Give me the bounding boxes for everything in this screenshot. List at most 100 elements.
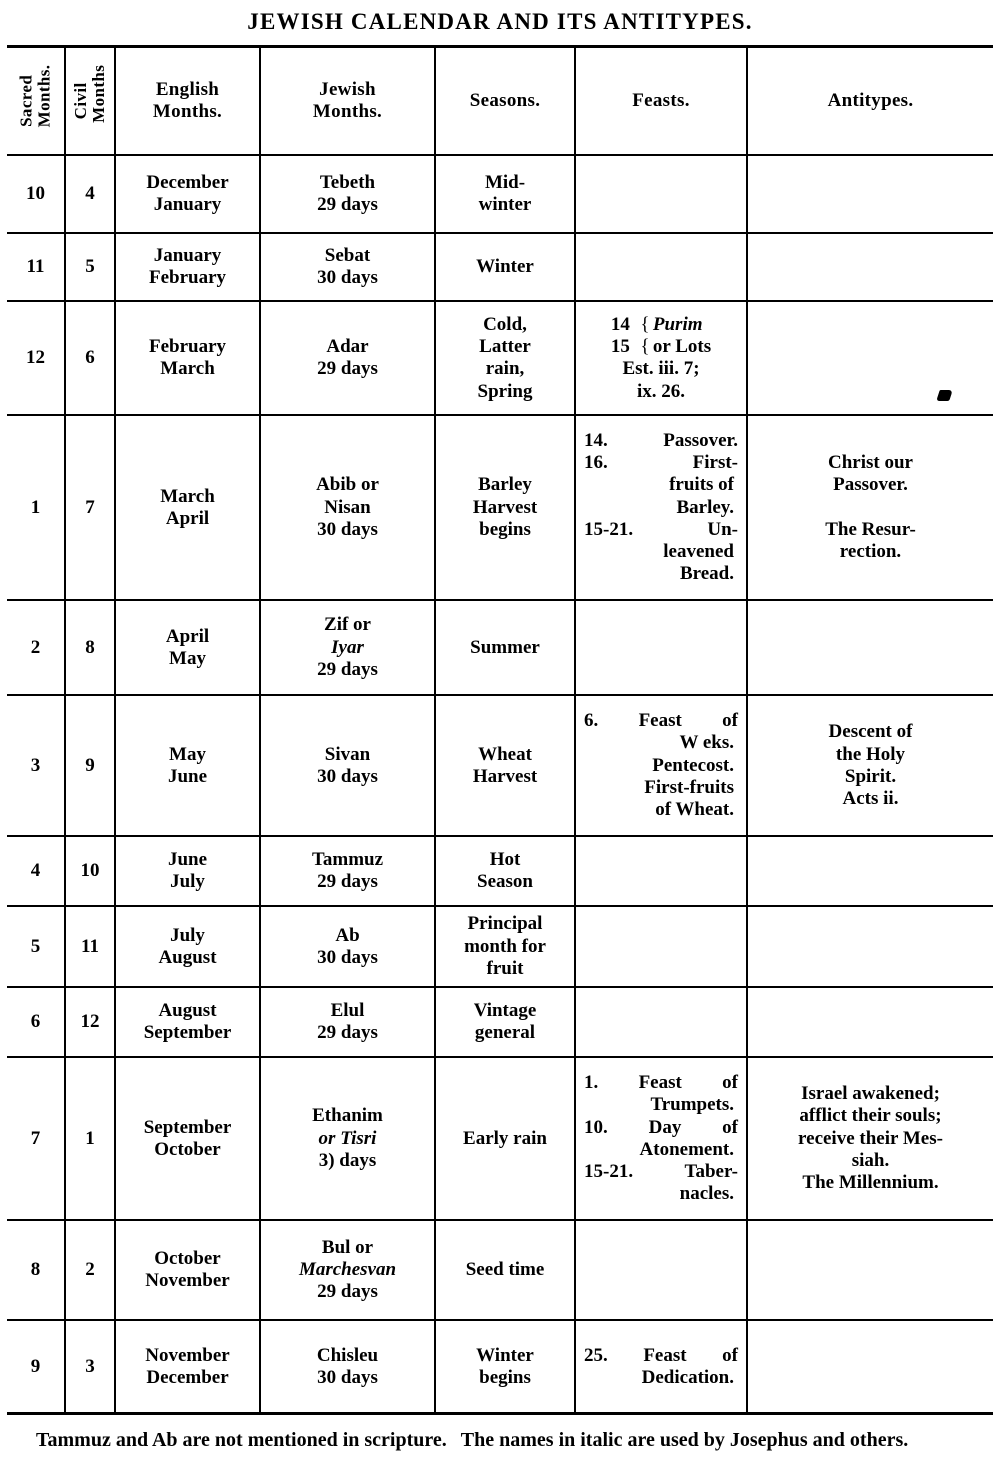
table-row: 7 1 September October Ethanim or Tisri 3) days…: [7, 1056, 993, 1222]
cell-line: Zif or: [324, 614, 371, 636]
feast-line: Atonement.: [639, 1138, 734, 1160]
table-row: 6 12 August September Elul 29 days Vintage gene…: [7, 986, 993, 1059]
column-header-jewish-months: Jewish Months.: [259, 46, 436, 157]
cell-line: Tebeth: [319, 172, 376, 194]
antitype-line: afflict their souls;: [799, 1105, 942, 1127]
cell-line: September: [143, 1116, 232, 1138]
cell-line: January: [153, 194, 222, 216]
cell-line: Season: [477, 871, 533, 893]
antitype-line: receive their Mes-: [798, 1127, 943, 1149]
cell-line: rain,: [485, 358, 525, 380]
cell-line: Seed time: [465, 1259, 545, 1281]
sacred-month-number: 12: [7, 300, 66, 417]
footnote-sentence-1: Tammuz and Ab are not mentioned in scrip…: [36, 1429, 447, 1452]
cell-line: general: [474, 1022, 536, 1044]
cell-line: November: [145, 1344, 230, 1366]
english-months-cell: October November: [114, 1219, 261, 1322]
english-months-cell: November December: [114, 1319, 261, 1415]
cell-line: April: [165, 625, 210, 647]
cell-line: Harvest: [472, 496, 538, 518]
cell-line: Elul: [330, 1000, 365, 1022]
feast-line: 15-21. Un-: [584, 518, 738, 540]
sacred-month-number: 6: [7, 986, 66, 1059]
season-cell: Principal month for fruit: [434, 905, 576, 989]
feast-line: W eks.: [679, 732, 734, 754]
season-cell: Early rain: [434, 1056, 576, 1222]
antitype-cell: [746, 599, 993, 697]
antitype-line: Spirit.: [844, 765, 897, 787]
cell-line: Bul or: [321, 1236, 374, 1258]
cell-line: July: [170, 924, 205, 946]
cell-line: Ab: [335, 924, 360, 946]
feast-reference-line: ix. 26.: [636, 380, 686, 402]
antitype-cell: [746, 835, 993, 908]
sacred-month-number: 10: [7, 154, 66, 235]
antitype-cell: [746, 232, 993, 303]
feast-line: 10. Day of: [584, 1116, 738, 1138]
jewish-month-cell: Ethanim or Tisri 3) days: [259, 1056, 436, 1222]
cell-line: Early rain: [463, 1127, 547, 1149]
civil-month-number: 4: [64, 154, 116, 235]
cell-line: 30 days: [317, 946, 378, 968]
feast-line: 14. Passover.: [584, 430, 738, 452]
feasts-cell: [574, 1219, 748, 1322]
feast-line: 6. Feast of: [584, 710, 738, 732]
feast-line: Dedication.: [641, 1366, 734, 1388]
cell-line: Winter: [476, 1344, 534, 1366]
feast-line: Barley.: [676, 496, 734, 518]
feast-line: Trumpets.: [650, 1094, 734, 1116]
column-header-antitypes: Antitypes.: [746, 46, 993, 157]
cell-line: Sivan: [324, 743, 371, 765]
jewish-calendar-table: Sacred Months. Civil Months English Mont…: [7, 45, 993, 1416]
cell-line: Marchesvan: [298, 1259, 397, 1281]
antitype-cell: [746, 1219, 993, 1322]
cell-line: 29 days: [317, 871, 378, 893]
cell-line: 29 days: [317, 1281, 378, 1303]
antitype-cell: [746, 300, 993, 417]
column-header-seasons: Seasons.: [434, 46, 576, 157]
season-cell: Wheat Harvest: [434, 694, 576, 838]
feasts-cell: 1. Feast of Trumpets. 10. Day of Atonement.…: [574, 1056, 748, 1222]
cell-line: or Tisri: [318, 1127, 377, 1149]
column-header-civil-months: Civil Months: [64, 46, 116, 157]
english-months-cell: December January: [114, 154, 261, 235]
table-row: 12 6 February March Adar 29 days Cold, Latter ra…: [7, 300, 993, 417]
season-cell: Mid-winter: [434, 154, 576, 235]
civil-month-number: 5: [64, 232, 116, 303]
cell-line: 3) days: [318, 1149, 377, 1171]
table-row: 8 2 October November Bul or Marchesvan 29 days…: [7, 1219, 993, 1322]
feasts-cell: [574, 232, 748, 303]
sacred-months-label-line2: Months.: [34, 65, 54, 128]
season-cell: Summer: [434, 599, 576, 697]
antitype-line: [750, 497, 991, 519]
antitype-line: The Resur-: [825, 518, 916, 540]
table-row: 5 11 July August Ab 30 days Principal month for…: [7, 905, 993, 989]
english-months-label-line1: English: [155, 79, 220, 101]
jewish-month-cell: Elul 29 days: [259, 986, 436, 1059]
season-cell: Winter: [434, 232, 576, 303]
cell-line: fruit: [486, 957, 524, 979]
antitype-cell: [746, 154, 993, 235]
column-header-english-months: English Months.: [114, 46, 261, 157]
jewish-month-cell: Abib or Nisan 30 days: [259, 414, 436, 602]
antitype-cell: Christ our Passover. The Resur-rection.: [746, 414, 993, 602]
sacred-month-number: 7: [7, 1056, 66, 1222]
sacred-month-number: 3: [7, 694, 66, 838]
cell-line: Latter: [479, 336, 531, 358]
civil-month-number: 12: [64, 986, 116, 1059]
civil-month-number: 9: [64, 694, 116, 838]
civil-months-label-line1: Civil: [71, 82, 91, 120]
feast-line: fruits of: [669, 474, 734, 496]
season-cell: Vintage general: [434, 986, 576, 1059]
season-cell: Barley Harvest begins: [434, 414, 576, 602]
page-title: JEWISH CALENDAR AND ITS ANTITYPES.: [247, 9, 753, 34]
cell-line: March: [160, 485, 215, 507]
antitype-cell: [746, 1319, 993, 1415]
feast-reference-line: Est. iii. 7;: [622, 358, 700, 380]
cell-line: December: [146, 1366, 229, 1388]
antitype-line: the Holy: [835, 743, 906, 765]
table-row: 10 4 December January Tebeth 29 days Mid-winte…: [7, 154, 993, 235]
cell-line: September: [143, 1022, 232, 1044]
antitype-line: rection.: [839, 541, 902, 563]
